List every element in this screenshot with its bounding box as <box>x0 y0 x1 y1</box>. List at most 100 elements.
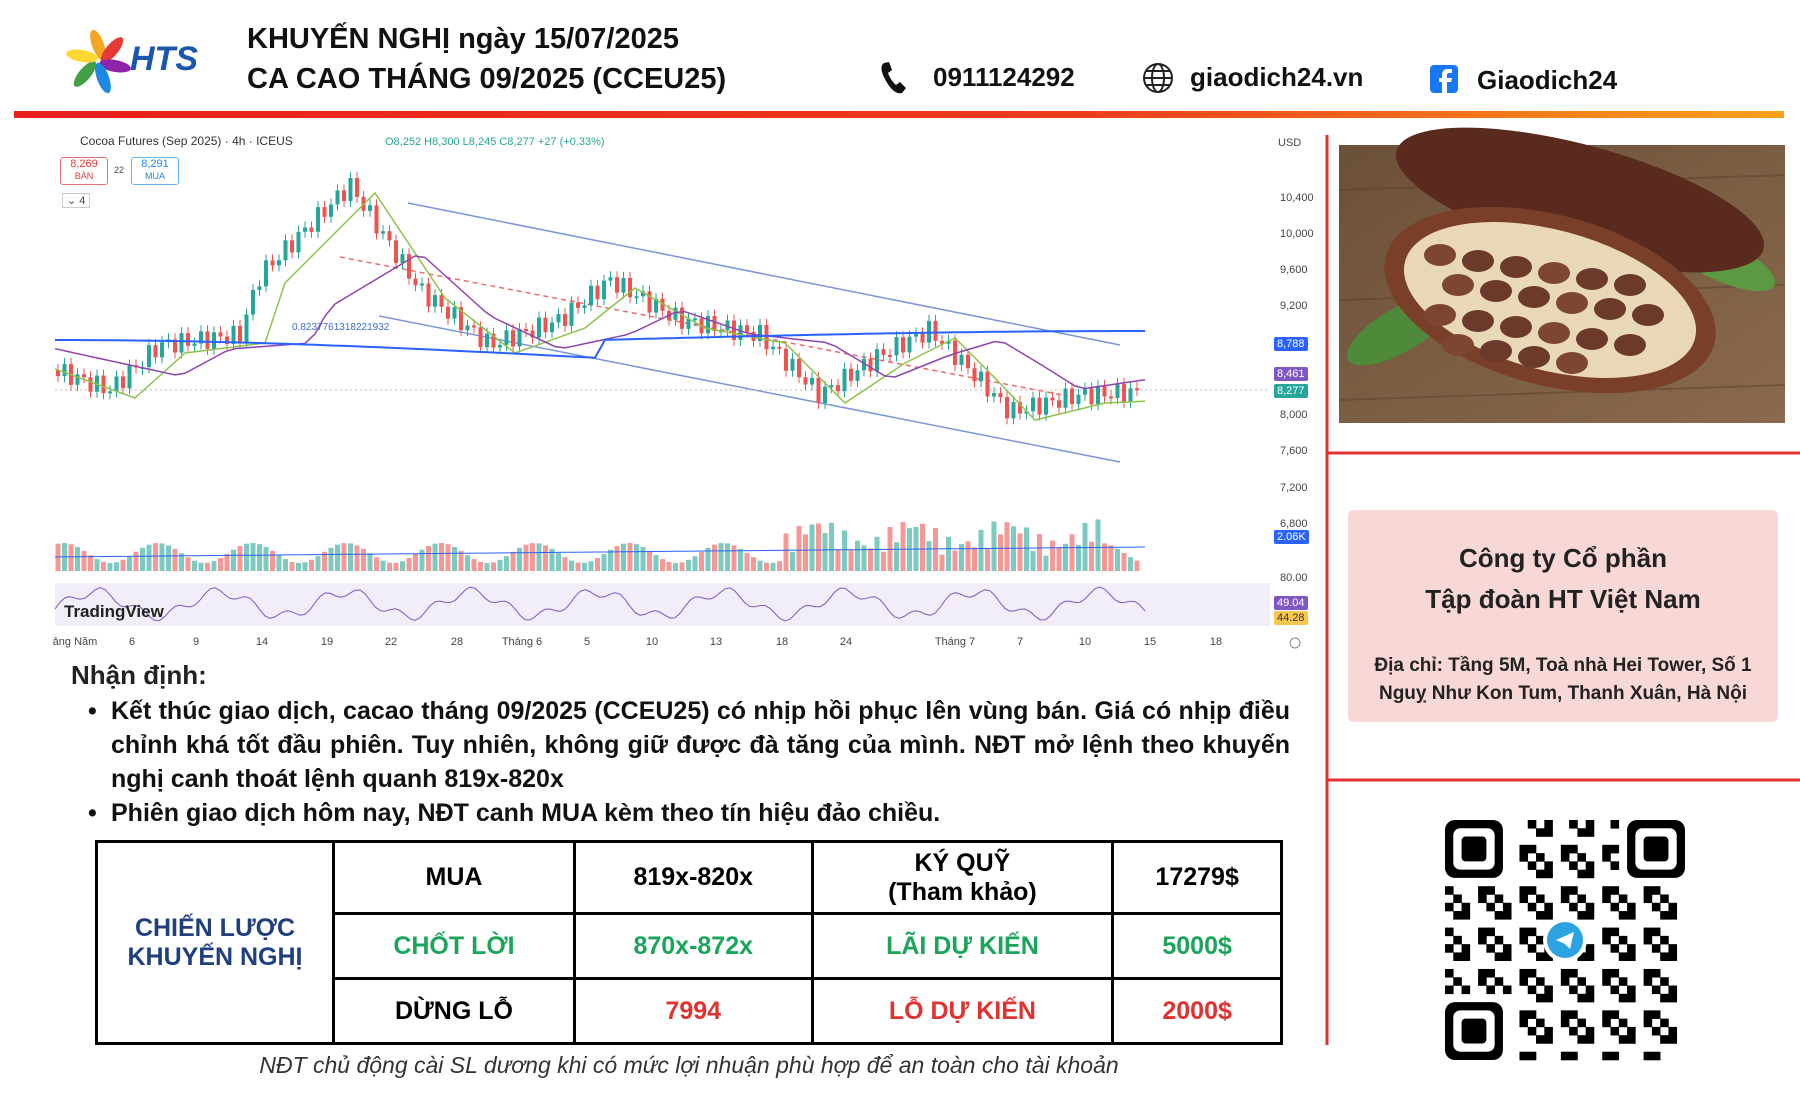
date-axis-label: 13 <box>709 636 723 648</box>
candle-body <box>810 377 814 385</box>
candle-body <box>738 325 743 340</box>
qr-module <box>1478 894 1487 904</box>
volume-bar <box>829 522 834 571</box>
price-tag: 8,277 <box>1274 384 1308 398</box>
volume-bar <box>822 533 828 571</box>
candle-body <box>485 333 489 348</box>
indicator-toggle[interactable]: ⌄ 4 <box>62 193 91 208</box>
candle-body <box>693 318 697 321</box>
candle-body <box>452 307 457 319</box>
qr-module <box>1627 952 1636 961</box>
volume-bar <box>972 547 977 571</box>
candle-body <box>1050 397 1055 401</box>
date-axis-label: 22 <box>384 636 398 648</box>
volume-bar <box>276 555 282 571</box>
cell: 819x-820x <box>572 840 814 915</box>
qr-module <box>1585 952 1595 961</box>
candle-body <box>186 333 190 346</box>
volume-bar <box>68 544 74 571</box>
qr-module <box>1668 985 1678 995</box>
volume-bar <box>1056 546 1062 571</box>
candle-body <box>218 332 223 337</box>
price-axis-label: 10,000 <box>1280 228 1314 240</box>
volume-bar <box>523 544 529 571</box>
cell: LỖ DỰ KIẾN <box>810 977 1115 1045</box>
date-axis-label: 15 <box>1143 636 1157 648</box>
qr-module <box>1445 968 1454 978</box>
price-axis-label: 7,600 <box>1280 445 1308 457</box>
volume-bar <box>835 549 841 571</box>
candle-body <box>296 231 301 253</box>
candle-body <box>290 240 294 253</box>
qr-module <box>1486 944 1495 953</box>
volume-bar <box>920 523 925 571</box>
candle-body <box>556 314 561 323</box>
candle-body <box>511 330 515 347</box>
qr-module <box>1643 968 1653 978</box>
volume-bar <box>660 559 665 571</box>
volume-bar <box>211 561 217 571</box>
qr-module <box>1544 869 1553 879</box>
qr-module <box>1494 894 1504 904</box>
qr-module <box>1502 911 1512 920</box>
qr-module <box>1610 968 1620 978</box>
bean <box>1538 262 1570 284</box>
qr-module <box>1519 927 1529 937</box>
qr-module <box>1585 861 1595 870</box>
bean <box>1480 340 1512 362</box>
candle-body <box>251 290 255 315</box>
qr-module <box>1527 985 1537 995</box>
qr-module <box>1478 935 1487 945</box>
bullet: • Phiên giao dịch hôm nay, NĐT canh MUA k… <box>88 796 1290 830</box>
qr-module <box>1544 1026 1553 1036</box>
candle-body <box>407 254 411 279</box>
volume-bar <box>439 543 444 571</box>
volume-bar <box>699 551 704 571</box>
volume-bar <box>172 548 178 571</box>
candle-body <box>264 260 268 287</box>
volume-bar <box>621 543 626 571</box>
date-axis-label: 10 <box>1078 636 1092 648</box>
candle-body <box>88 377 93 392</box>
qr-module <box>1643 894 1653 904</box>
bean <box>1518 346 1550 368</box>
qr-module <box>1445 985 1454 995</box>
volume-bar <box>816 523 821 571</box>
candle-body <box>446 306 450 319</box>
candle-body <box>277 260 281 266</box>
candle-body <box>589 285 593 306</box>
volume-bar <box>764 562 769 571</box>
volume-average <box>54 546 1146 558</box>
qr-module <box>1627 1035 1636 1044</box>
candle-body <box>439 295 444 307</box>
qr-module <box>1660 935 1669 945</box>
qr-module <box>1519 977 1529 986</box>
volume-bar <box>341 543 347 571</box>
candle-body <box>784 348 788 371</box>
volume-bar <box>751 557 756 571</box>
facebook: Giaodich24 <box>1477 65 1618 95</box>
volume-bar <box>140 547 145 571</box>
phone-icon <box>881 62 906 94</box>
qr-module <box>1660 952 1669 961</box>
qr-module <box>1519 968 1529 978</box>
volume-bar <box>315 556 321 571</box>
candle-body <box>875 349 879 372</box>
candle-body <box>1057 400 1061 408</box>
qr-module <box>1519 935 1529 945</box>
volume-bar <box>842 530 847 571</box>
qr-module <box>1536 894 1545 904</box>
candle-body <box>725 320 730 331</box>
volume-bar <box>504 556 509 571</box>
candle-body <box>576 302 580 308</box>
volume-bar <box>933 528 938 571</box>
qr-module <box>1602 927 1611 937</box>
volume-bar <box>218 558 223 571</box>
bean <box>1442 334 1474 356</box>
qr-module <box>1445 902 1454 912</box>
volume-bar <box>939 554 945 571</box>
date-axis-label: 7 <box>1016 636 1024 648</box>
candle-body <box>498 344 502 348</box>
qr-module <box>1560 844 1570 854</box>
